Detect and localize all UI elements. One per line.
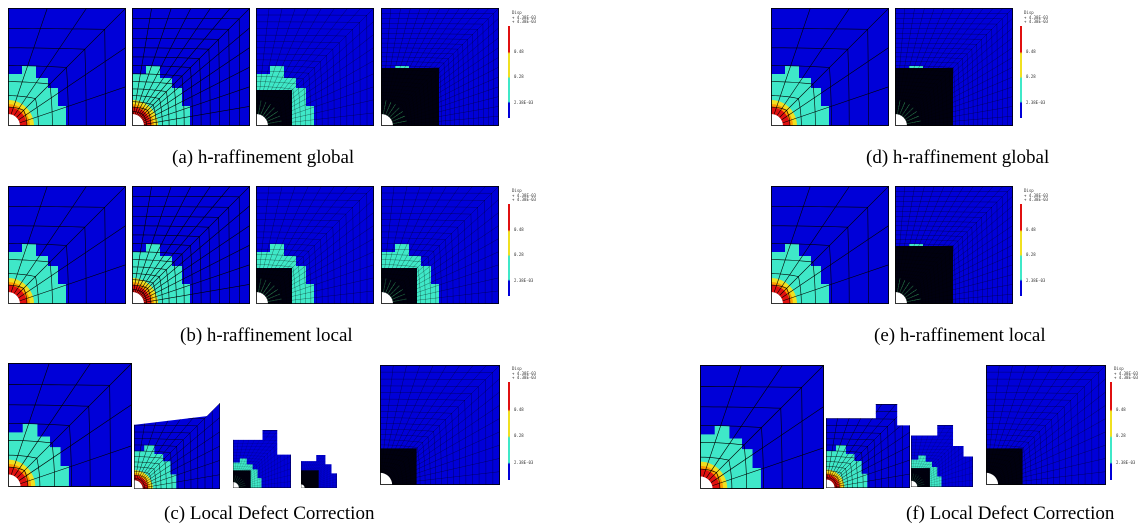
mesh-b2 [132,186,250,304]
caption-a: (a) h-raffinement global [172,147,355,168]
mesh-b4 [381,186,499,304]
mesh-a2 [132,8,250,126]
mesh-b1 [8,186,126,304]
colorbar-tick-label: 0.28 [1116,432,1126,438]
mesh-e2 [895,186,1013,304]
colorbar-max-label: + 4.38E-03 [1024,15,1049,20]
colorbar-tick-label: 0.48 [514,406,524,412]
colorbar-tick-label: 2.38E-03 [514,99,534,105]
colorbar-title: Disp [1024,10,1034,15]
colorbar-tick-label: 0.28 [1026,251,1036,257]
colorbar-title: Disp [1024,188,1034,193]
colorbar-max-label: + 4.38E-03 [512,19,537,24]
colorbar-c: Disp + 4.38E-03 + 4.38E-03 0.48 0.28 2.38E-03 [508,366,538,484]
mesh-c1 [8,363,132,487]
colorbar-max-label: + 4.38E-03 [1024,193,1049,198]
colorbar-max-label: + 4.38E-03 [512,375,537,380]
mesh-f1 [700,365,824,489]
colorbar-tick-label: 0.48 [514,49,524,54]
colorbar-tick-label: 2.38E-03 [1026,99,1046,105]
mesh-a3 [256,8,374,126]
colorbar-b: Disp + 4.38E-03 + 4.38E-03 0.48 0.28 2.38E-03 [508,188,538,300]
mesh-f4 [986,365,1106,485]
colorbar-gradient [1110,382,1112,480]
colorbar-d: Disp + 4.38E-03 + 4.38E-03 0.48 0.28 2.38E-03 [1020,10,1050,122]
colorbar-gradient [508,382,510,480]
mesh-a1 [8,8,126,126]
colorbar-e: Disp + 4.38E-03 + 4.38E-03 0.48 0.28 2.38E-03 [1020,188,1050,300]
colorbar-max-label: + 4.38E-03 [1024,197,1049,202]
colorbar-tick-label: 0.28 [514,432,524,438]
mesh-f2 [826,404,910,488]
colorbar-a: Disp + 4.38E-03 + 4.38E-03 0.48 0.28 2.38E-03 [508,10,538,122]
colorbar-gradient [1020,204,1022,296]
mesh-d1 [771,8,889,126]
mesh-e1 [771,186,889,304]
colorbar-tick-label: 0.48 [1116,406,1126,412]
colorbar-tick-label: 2.38E-03 [1116,460,1136,466]
colorbar-gradient [1020,26,1022,118]
colorbar-tick-label: 2.38E-03 [514,277,534,283]
caption-d: (d) h-raffinement global [866,147,1050,168]
colorbar-max-label: + 4.38E-03 [512,193,537,198]
colorbar-max-label: + 4.38E-03 [1114,371,1139,376]
colorbar-tick-label: 2.38E-03 [1026,277,1046,283]
mesh-a4 [381,8,499,126]
colorbar-tick-label: 2.38E-03 [514,460,534,466]
colorbar-max-label: + 4.38E-03 [512,197,537,202]
colorbar-title: Disp [1114,366,1124,371]
colorbar-title: Disp [512,188,522,193]
mesh-f3 [911,425,973,487]
colorbar-max-label: + 4.38E-03 [512,371,537,376]
colorbar-tick-label: 0.48 [1026,227,1036,232]
colorbar-title: Disp [512,10,522,15]
mesh-d2 [895,8,1013,126]
mesh-c2 [134,403,220,489]
colorbar-tick-label: 0.28 [1026,73,1036,79]
caption-e: (e) h-raffinement local [874,325,1046,346]
colorbar-title: Disp [512,366,522,371]
colorbar-tick-label: 0.28 [514,251,524,257]
colorbar-max-label: + 4.38E-03 [1114,375,1139,380]
colorbar-max-label: + 4.38E-03 [1024,19,1049,24]
colorbar-tick-label: 0.48 [514,227,524,232]
colorbar-gradient [508,204,510,296]
colorbar-f: Disp + 4.38E-03 + 4.38E-03 0.48 0.28 2.38E-03 [1110,366,1140,484]
colorbar-tick-label: 0.48 [1026,49,1036,54]
colorbar-gradient [508,26,510,118]
caption-b: (b) h-raffinement local [180,325,353,346]
mesh-b3 [256,186,374,304]
mesh-c4 [301,455,337,488]
mesh-c3 [233,430,291,488]
colorbar-max-label: + 4.38E-03 [512,15,537,20]
colorbar-tick-label: 0.28 [514,73,524,79]
caption-c: (c) Local Defect Correction [164,503,375,524]
caption-f: (f) Local Defect Correction [906,503,1115,524]
mesh-c5 [380,365,500,485]
